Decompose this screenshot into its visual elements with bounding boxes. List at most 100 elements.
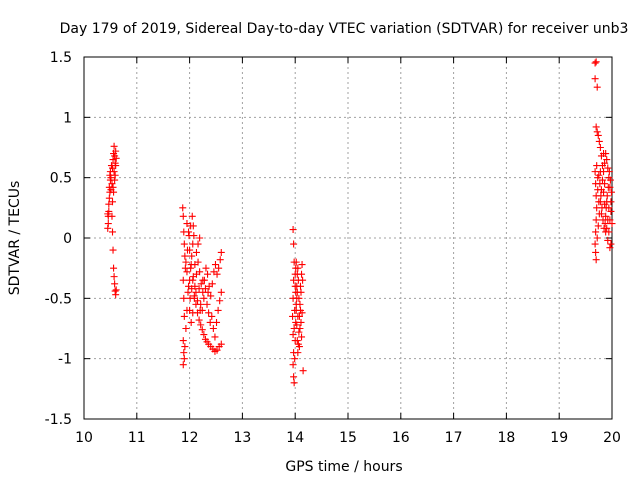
data-point [594,131,602,139]
x-tick-label: 12 [181,430,199,446]
y-tick-label: -0.5 [45,291,72,307]
data-point [184,288,192,296]
data-point [592,228,600,236]
data-point [192,248,200,256]
data-point [104,220,112,228]
data-point [291,270,299,278]
data-point [188,285,196,293]
x-axis-label: GPS time / hours [285,459,402,475]
data-point [607,207,615,215]
data-point [111,171,119,179]
data-point [591,240,599,248]
data-point [112,286,120,294]
data-point [600,224,608,232]
data-point [180,355,188,363]
data-point [187,222,195,230]
data-point [216,297,224,305]
data-point [291,282,299,290]
data-point [605,168,613,176]
data-point [179,204,187,212]
data-point [296,300,304,308]
data-point [183,246,191,254]
data-point [594,174,602,182]
y-tick-label: 0 [63,231,72,247]
data-point [180,240,188,248]
data-point [209,325,217,332]
data-point [216,256,224,264]
data-point [213,318,221,326]
data-point [195,316,203,324]
data-point [213,270,221,278]
data-point [182,258,190,266]
data-point [185,232,193,240]
data-point [298,270,306,278]
data-point [292,258,300,266]
data-point [606,176,614,184]
data-point [192,288,200,296]
data-point [592,256,600,264]
data-point [606,244,614,252]
data-point [214,306,222,314]
data-point [298,309,306,317]
data-point [181,343,189,351]
data-point [196,268,204,276]
grid-lines [84,57,612,419]
data-point [293,294,301,302]
x-tick-label: 13 [233,430,251,446]
data-point [200,331,208,339]
data-point [194,240,202,248]
data-point [217,340,225,348]
data-point [593,128,601,136]
data-point [208,312,216,320]
data-point [110,273,118,281]
data-point [204,288,212,296]
data-point [108,180,116,188]
data-point [179,361,187,369]
data-point [217,288,225,296]
data-point [208,280,216,288]
data-point [199,276,207,284]
data-point [607,240,615,248]
data-point [183,220,191,228]
data-point [217,248,225,256]
chart-title: Day 179 of 2019, Sidereal Day-to-day VTE… [60,21,629,37]
data-point [197,321,205,329]
data-point [603,156,611,164]
data-point [601,220,609,228]
x-tick-label: 14 [286,430,304,446]
data-point [179,212,187,220]
data-point [180,349,188,357]
x-tick-labels: 10 11 12 13 14 15 16 17 18 19 20 [75,430,621,446]
data-point [180,312,188,320]
data-point [188,252,196,260]
data-point [290,325,298,332]
data-point [201,285,209,293]
data-point [596,168,604,176]
data-point [292,264,300,272]
data-point [111,280,119,288]
data-point [194,297,202,305]
data-point [188,212,196,220]
data-point [603,192,611,200]
data-point [200,294,208,302]
data-point [112,162,120,170]
y-tick-label: 1 [63,110,72,126]
data-point [600,188,608,196]
data-point [189,273,197,281]
y-tick-label: 0.5 [50,171,72,187]
data-point [191,261,199,269]
data-point [290,373,298,381]
data-point [295,328,303,336]
data-point [186,294,194,302]
data-point [604,216,612,224]
data-point [591,59,599,67]
data-point [211,333,219,341]
data-point [299,276,307,284]
data-point [108,212,116,220]
data-point [105,200,113,208]
data-point [109,246,117,254]
x-tick-label: 10 [75,430,93,446]
data-point [596,144,604,151]
data-point [189,309,197,317]
data-point [207,292,215,300]
